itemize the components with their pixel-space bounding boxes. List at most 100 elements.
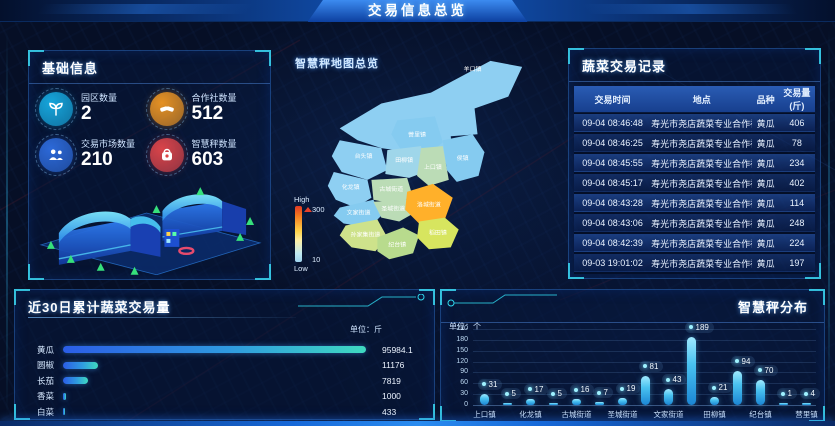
bar-track: [63, 408, 366, 416]
bar[interactable]: [687, 336, 696, 405]
district-shape[interactable]: [371, 177, 414, 204]
bar-value-bubble: 189: [684, 321, 714, 333]
bar[interactable]: [618, 398, 627, 405]
bar[interactable]: [710, 397, 719, 405]
y-axis-tick: 120: [456, 357, 468, 365]
bar[interactable]: [63, 408, 66, 416]
table-cell: 黄瓜: [756, 238, 775, 249]
district-label: 圣城街道: [381, 205, 405, 213]
bar[interactable]: [779, 403, 788, 405]
table-cell: 09-04 08:46:25: [582, 138, 643, 148]
district-shape[interactable]: [391, 116, 443, 155]
table-cell: 寿光市尧店蔬菜专业合作社: [651, 178, 753, 189]
table-cell: 09-04 08:42:39: [582, 238, 643, 248]
bar[interactable]: [664, 389, 673, 405]
legend-low-value: 10: [312, 255, 321, 264]
bar[interactable]: [733, 370, 742, 405]
legend-gradient-bar: [295, 206, 302, 262]
bar-value-label: 4: [810, 389, 815, 398]
bar-value-label: 17: [534, 384, 544, 394]
table-row: 09-04 08:45:55 寿光市尧店蔬菜专业合作社 黄瓜 234: [574, 153, 815, 173]
bar[interactable]: [63, 377, 88, 385]
legend-high-label: High: [294, 195, 310, 204]
bar[interactable]: [63, 361, 99, 369]
table-row: 09-04 08:43:06 寿光市尧店蔬菜专业合作社 黄瓜 248: [574, 213, 815, 233]
district-shape[interactable]: [377, 227, 420, 260]
bar-category-label: 香菜: [36, 391, 54, 402]
legend-high-value: 300: [312, 205, 325, 214]
table-row: 09-04 08:46:48 寿光市尧店蔬菜专业合作社 黄瓜 406: [574, 113, 815, 133]
point-dot-icon: [803, 391, 808, 396]
table-column-header: 交易量(斤): [778, 86, 815, 113]
y-axis-tick: 180: [456, 335, 468, 343]
table-cell: 09-04 08:46:48: [582, 118, 643, 128]
y-axis-tick: 150: [456, 346, 468, 354]
bar[interactable]: [503, 403, 512, 405]
bar-value-bubble: 43: [661, 374, 687, 386]
table-row: 09-04 08:43:28 寿光市尧店蔬菜专业合作社 黄瓜 114: [574, 193, 815, 213]
district-label: 上口镇: [424, 163, 442, 171]
page-header: 交易信息总览: [0, 0, 835, 22]
district-shape[interactable]: [417, 217, 459, 250]
table-cell: 197: [789, 258, 805, 268]
table-cell: 09-04 08:45:55: [582, 158, 643, 168]
bar-category-label: 圆椒: [36, 360, 54, 371]
point-dot-icon: [642, 364, 647, 369]
y-axis-tick: 0: [464, 401, 468, 408]
district-shape[interactable]: [339, 219, 388, 252]
table-column-header: 品种: [752, 86, 779, 113]
bar-value-label: 7: [603, 388, 608, 398]
table-cell: 黄瓜: [756, 198, 775, 209]
district-shape[interactable]: [331, 140, 388, 180]
bar-value-label: 70: [764, 365, 774, 375]
district-label: 台头镇: [355, 152, 373, 160]
bar-value-bubble: 4: [799, 388, 820, 399]
stat-item: 交易市场数量 210: [35, 134, 150, 176]
bar-value-label: 21: [718, 383, 728, 393]
table-cell: 寿光市尧店蔬菜专业合作社: [651, 258, 753, 269]
bar[interactable]: [802, 403, 811, 405]
bar[interactable]: [526, 398, 535, 405]
table-row: 09-04 08:46:25 寿光市尧店蔬菜专业合作社 黄瓜 78: [574, 133, 815, 153]
bar[interactable]: [595, 402, 604, 405]
volume-bar-row: 黄瓜 95984.1: [25, 342, 426, 358]
point-dot-icon: [481, 382, 486, 387]
district-shape[interactable]: [327, 171, 372, 208]
table-cell: 114: [789, 198, 805, 208]
bar[interactable]: [63, 346, 366, 354]
district-shape[interactable]: [373, 199, 414, 222]
volume-bars: 黄瓜 95984.1 圆椒 11176 长茄 7819 香菜 1000 白菜 433: [25, 342, 426, 420]
bar[interactable]: [756, 379, 765, 405]
x-axis-label: 文家街道: [653, 410, 684, 419]
bar[interactable]: [641, 375, 650, 405]
right-edge-decoration: [828, 30, 830, 416]
district-label: 稻田镇: [429, 228, 447, 236]
bar-value-bubble: 1: [776, 388, 797, 399]
bar[interactable]: [549, 403, 558, 405]
table-cell: 78: [791, 138, 802, 148]
district-shape[interactable]: [417, 146, 449, 186]
table-cell: 黄瓜: [756, 138, 775, 149]
stat-label: 智慧秤数量: [191, 138, 237, 149]
point-dot-icon: [688, 325, 693, 330]
stat-value: 603: [191, 149, 224, 171]
x-axis-label: 化龙镇: [519, 410, 542, 419]
district-shape[interactable]: [339, 60, 523, 170]
people-icon: [35, 134, 77, 176]
bar-value-bubble: 21: [707, 382, 733, 394]
district-shape[interactable]: [333, 199, 382, 228]
stat-label: 合作社数量: [191, 92, 237, 103]
district-label: 营里镇: [408, 130, 426, 138]
bar-track: [63, 346, 366, 354]
district-shape[interactable]: [405, 183, 453, 224]
bar[interactable]: [63, 392, 67, 400]
y-axis-tick: 30: [460, 390, 468, 398]
district-shape[interactable]: [442, 134, 485, 182]
district-shape[interactable]: [385, 146, 425, 178]
table-cell: 09-03 19:01:02: [582, 258, 643, 268]
bar[interactable]: [572, 399, 581, 405]
bar[interactable]: [480, 393, 489, 405]
x-axis-label: 古城街道: [561, 410, 592, 419]
handshake-icon: [145, 88, 188, 130]
